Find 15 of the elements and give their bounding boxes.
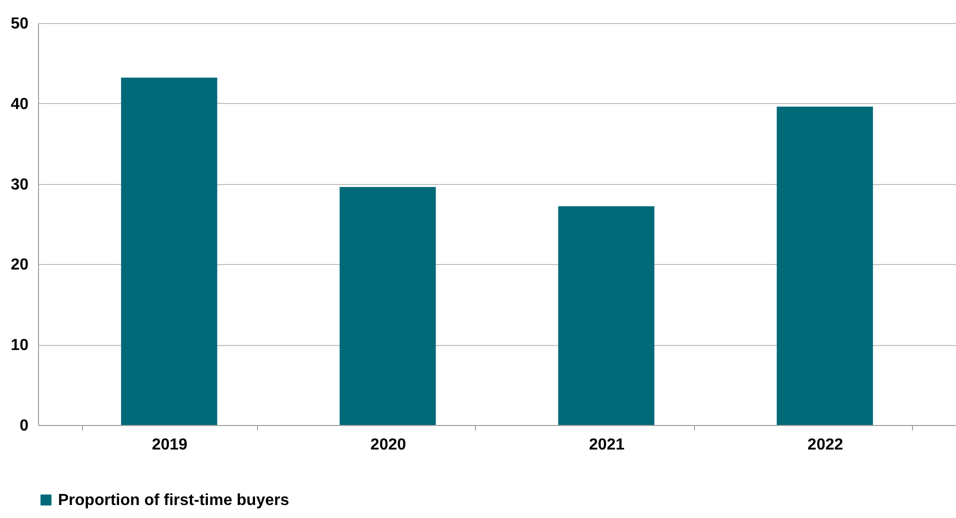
y-tick-label: 10 [10,337,29,354]
bar [558,206,654,425]
bar [121,78,218,425]
x-tick-label: 2020 [370,436,406,454]
x-tick-label: 2021 [588,436,625,454]
y-tick-label: 0 [20,418,29,434]
y-tick-label: 30 [10,176,29,194]
x-tick-label: 2022 [808,436,844,454]
bar [776,106,873,425]
x-tick-label: 2019 [152,436,188,454]
legend-label: Proportion of first-time buyers [58,492,290,509]
bar [340,187,436,425]
y-tick-label: 50 [10,16,29,32]
y-tick-label: 20 [10,256,29,274]
y-tick-label: 40 [10,96,29,113]
